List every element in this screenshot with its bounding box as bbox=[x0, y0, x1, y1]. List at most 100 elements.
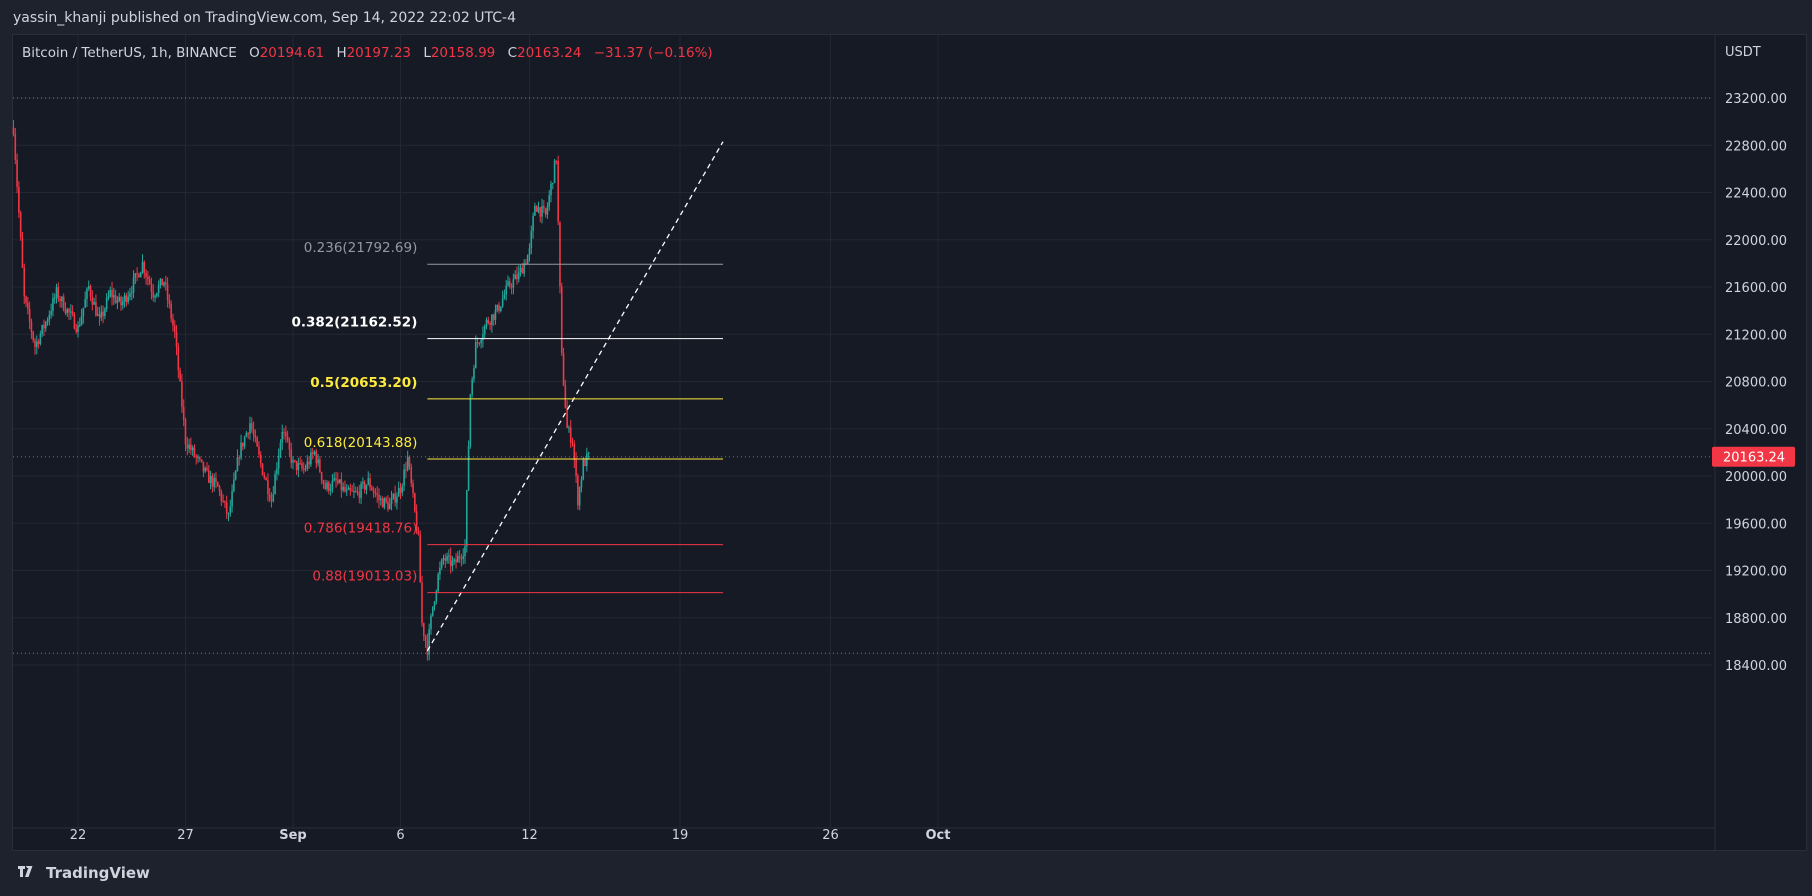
candle-body bbox=[207, 470, 210, 483]
candle-body bbox=[39, 334, 42, 344]
candle-body bbox=[501, 298, 504, 307]
candle-body bbox=[193, 447, 196, 457]
close-label: C bbox=[507, 45, 517, 61]
high-label: H bbox=[336, 45, 347, 61]
candle-body bbox=[482, 334, 484, 341]
candle-body bbox=[199, 457, 201, 460]
candle-body bbox=[510, 286, 513, 288]
candle-body bbox=[121, 301, 124, 306]
candle-body bbox=[46, 320, 49, 323]
candle-body bbox=[75, 328, 78, 332]
candle-body bbox=[238, 457, 241, 459]
candle-body bbox=[379, 498, 382, 501]
candle-body bbox=[505, 285, 508, 295]
candle-body bbox=[86, 288, 88, 300]
candle-body bbox=[349, 487, 352, 491]
candle-body bbox=[68, 308, 70, 313]
tradingview-brand[interactable]: TradingView bbox=[14, 864, 150, 882]
candle-body bbox=[283, 431, 285, 433]
candle-body bbox=[433, 601, 436, 607]
candle-body bbox=[281, 431, 284, 443]
trend-line[interactable] bbox=[426, 141, 724, 652]
candle-body bbox=[430, 615, 432, 630]
candle-body bbox=[543, 206, 545, 209]
candle-body bbox=[478, 342, 481, 344]
price-tick-label: 21600.00 bbox=[1725, 281, 1787, 296]
candle-body bbox=[371, 487, 373, 491]
candle-body bbox=[354, 491, 357, 493]
symbol-name[interactable]: Bitcoin / TetherUS, 1h, BINANCE bbox=[22, 45, 237, 61]
price-tick-label: 18400.00 bbox=[1725, 659, 1787, 674]
candle-body bbox=[351, 490, 353, 492]
candle-body bbox=[12, 127, 15, 135]
last-price-label: 20163.24 bbox=[1723, 451, 1785, 466]
candle-body bbox=[50, 311, 52, 315]
candle-body bbox=[77, 325, 79, 332]
candle-body bbox=[43, 324, 45, 329]
candle-body bbox=[150, 284, 153, 292]
candle-body bbox=[143, 262, 146, 274]
candle-body bbox=[259, 454, 262, 464]
candle-body bbox=[415, 511, 418, 532]
candle-body bbox=[286, 436, 289, 441]
candle-body bbox=[551, 183, 554, 185]
candle-body bbox=[111, 289, 113, 298]
candle-body bbox=[528, 248, 531, 256]
price-tick-label: 20400.00 bbox=[1725, 423, 1787, 438]
candle-body bbox=[250, 423, 253, 430]
candle-body bbox=[118, 296, 121, 301]
candle-body bbox=[516, 274, 518, 280]
price-chart[interactable]: 0.236(21792.69) 0.382(21162.52) 0.5(20653.… bbox=[0, 0, 1812, 851]
candle-body bbox=[209, 475, 212, 483]
candle-body bbox=[231, 490, 233, 507]
candle-body bbox=[184, 419, 187, 445]
candle-body bbox=[503, 294, 506, 299]
candle-body bbox=[399, 488, 402, 493]
last-price-badge bbox=[1712, 446, 1795, 467]
candle-body bbox=[41, 324, 43, 335]
candle-body bbox=[329, 488, 332, 491]
candle-body bbox=[568, 427, 570, 429]
candle-body bbox=[156, 293, 158, 296]
candle-body bbox=[216, 482, 219, 487]
candle-body bbox=[190, 444, 192, 451]
candle-body bbox=[333, 478, 336, 481]
candle-body bbox=[25, 296, 27, 303]
candle-body bbox=[310, 452, 312, 465]
candle-body bbox=[406, 456, 409, 471]
chart-frame[interactable] bbox=[12, 34, 1807, 851]
candle-body bbox=[59, 299, 61, 302]
time-tick-label: 12 bbox=[521, 828, 538, 843]
candle-body bbox=[91, 296, 94, 305]
candle-body bbox=[313, 451, 316, 455]
candle-body bbox=[66, 308, 69, 314]
candle-body bbox=[546, 206, 549, 215]
candle-body bbox=[249, 423, 251, 434]
candle-body bbox=[311, 452, 314, 455]
price-tick-label: 22000.00 bbox=[1725, 234, 1787, 249]
candle-body bbox=[267, 480, 269, 495]
candle-body bbox=[535, 205, 538, 212]
candle-body bbox=[96, 314, 99, 316]
candle-body bbox=[295, 460, 298, 471]
candle-body bbox=[435, 591, 438, 602]
candle-body bbox=[132, 277, 135, 293]
candle-body bbox=[222, 500, 224, 502]
candle-body bbox=[374, 492, 377, 494]
candle-body bbox=[19, 212, 22, 238]
candle-body bbox=[292, 460, 294, 463]
candle-body bbox=[449, 555, 452, 567]
price-tick-label: 23200.00 bbox=[1725, 92, 1787, 107]
candle-body bbox=[460, 558, 463, 560]
open-value: 20194.61 bbox=[259, 45, 325, 61]
candle-body bbox=[145, 273, 147, 277]
candle-body bbox=[571, 442, 574, 444]
candle-body bbox=[560, 286, 563, 354]
close-value: 20163.24 bbox=[517, 45, 582, 61]
candle-body bbox=[362, 482, 364, 484]
candle-body bbox=[471, 379, 473, 395]
candle-body bbox=[16, 159, 18, 187]
candle-body bbox=[465, 490, 468, 547]
candle-body bbox=[308, 461, 310, 465]
candle-body bbox=[555, 160, 558, 162]
